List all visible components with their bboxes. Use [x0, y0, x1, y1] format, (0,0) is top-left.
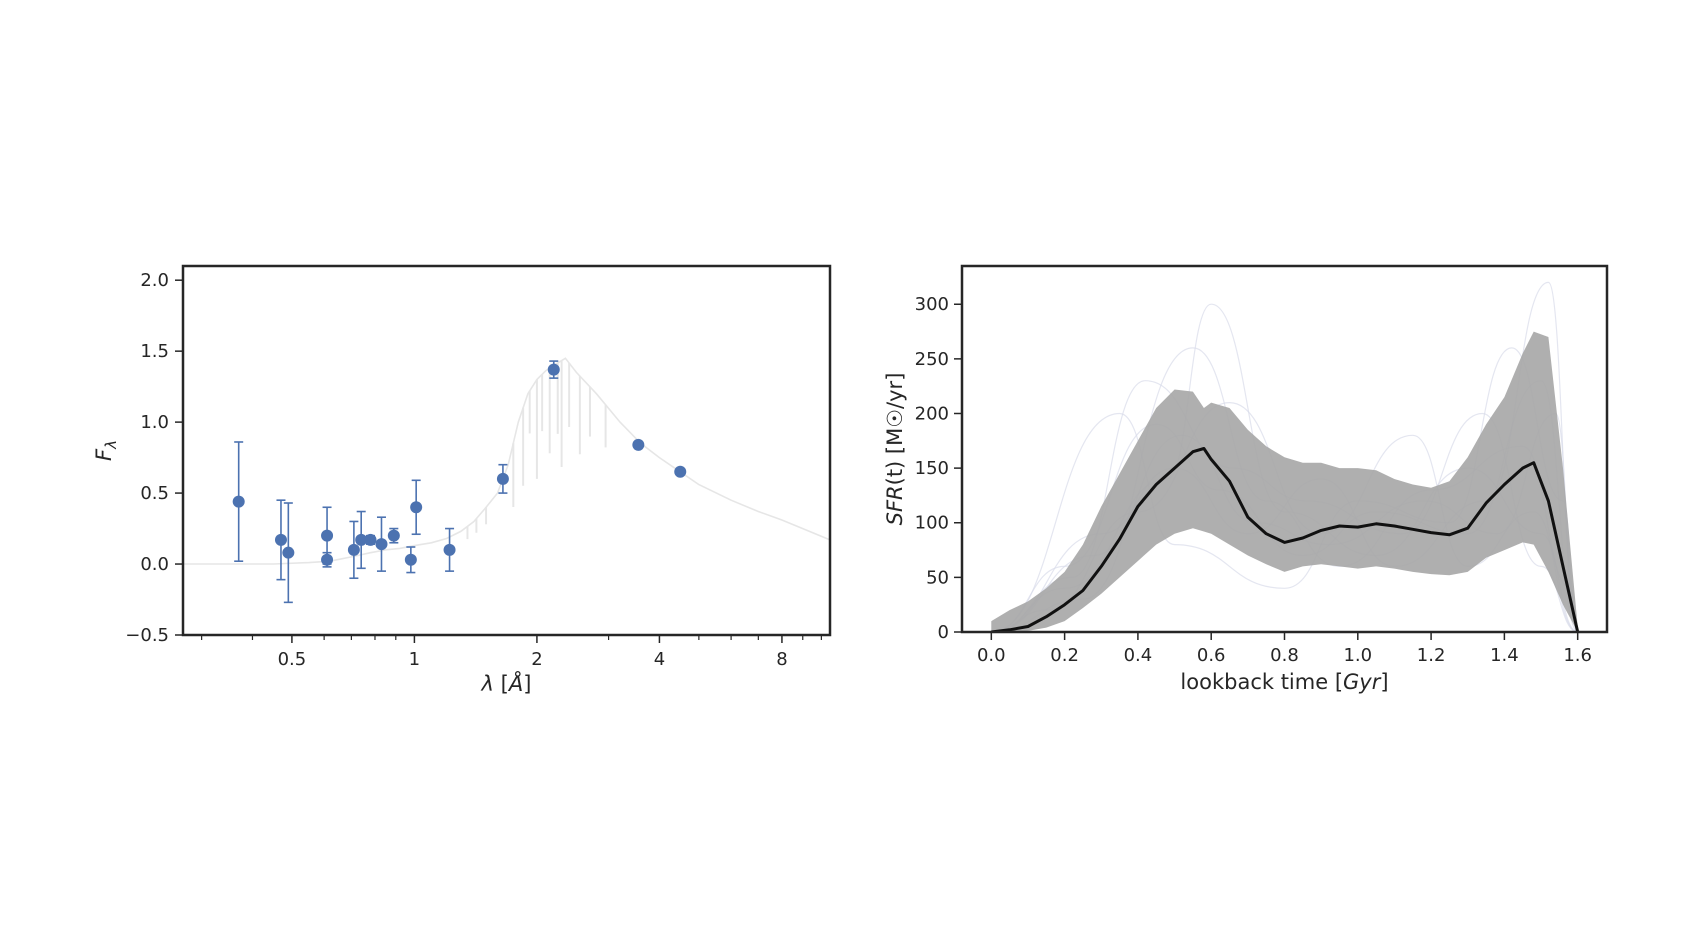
sfh-x-axis: 0.0 0.2 0.4 0.6 0.8 1.0 1.2 1.4 1.6	[977, 632, 1592, 666]
sed-data-point	[410, 479, 423, 536]
sed-y-tick-label: −0.5	[125, 625, 169, 646]
sed-data-point	[547, 360, 560, 379]
sed-x-axis-label-unit: Å	[507, 670, 523, 696]
sed-x-axis-label-unit-close: ]	[523, 672, 531, 696]
sed-data-point	[232, 441, 245, 563]
sfh-y-axis: 0 50 100 150 200 250 300	[915, 294, 962, 643]
sfh-y-tick-label: 0	[938, 622, 949, 643]
sfh-plot: 0.0 0.2 0.4 0.6 0.8 1.0 1.2 1.4 1.6 0 50 100 150 200…	[883, 264, 1609, 694]
sed-y-axis-label-sub: λ	[102, 440, 120, 450]
sed-marker	[387, 529, 400, 542]
sfh-median-line	[991, 447, 1580, 632]
sfh-y-tick-label: 100	[915, 513, 949, 534]
sed-x-axis-label-lambda: λ	[481, 672, 494, 696]
sed-model-curve	[183, 357, 831, 565]
sed-y-axis-label-main: F	[92, 448, 116, 461]
sed-marker	[404, 553, 417, 566]
sfh-x-tick-label: 0.0	[977, 645, 1006, 666]
sed-x-axis: 0.5 1 2 4 8	[201, 635, 822, 670]
sed-marker	[355, 533, 368, 546]
sed-x-tick-label: 2	[531, 649, 542, 670]
sed-plot-frame	[181, 264, 832, 637]
sed-data-point	[282, 502, 295, 604]
sed-y-tick-label: 1.0	[140, 412, 169, 433]
sfh-confidence-band	[991, 331, 1578, 632]
sfh-y-tick-label: 200	[915, 403, 949, 424]
sed-marker	[364, 533, 377, 546]
sed-marker	[496, 472, 509, 485]
sfh-y-tick-label: 50	[926, 567, 949, 588]
sed-marker	[410, 501, 423, 514]
sed-y-tick-label: 0.0	[140, 554, 169, 575]
sed-data-point	[364, 533, 377, 546]
sed-y-tick-label: 0.5	[140, 483, 169, 504]
sed-plot: 0.5 1 2 4 8 −0.5 0.0 0.5 1.0 1.5 2.0 λ [Å] Fλ	[92, 264, 832, 696]
sed-photometry-points	[232, 360, 687, 604]
sed-data-point	[496, 463, 509, 494]
sed-data-point	[387, 527, 400, 544]
sed-marker	[274, 533, 287, 546]
sed-model-spectrum	[183, 357, 831, 565]
sed-data-point	[375, 516, 388, 572]
sfh-x-tick-label: 0.2	[1050, 645, 1079, 666]
sed-marker	[321, 529, 334, 542]
sed-y-axis-label: Fλ	[92, 440, 120, 461]
sfh-x-tick-label: 0.4	[1124, 645, 1153, 666]
sfh-x-tick-label: 1.0	[1343, 645, 1372, 666]
sfh-x-axis-label-unit: Gyr	[1343, 670, 1382, 694]
sed-marker	[443, 543, 456, 556]
sed-data-point	[674, 465, 687, 478]
sed-marker	[674, 465, 687, 478]
sfh-x-axis-label-main: lookback time [	[1180, 670, 1343, 694]
sed-data-point	[274, 499, 287, 581]
sed-marker	[375, 538, 388, 551]
sed-y-axis: −0.5 0.0 0.5 1.0 1.5 2.0	[125, 270, 183, 646]
sed-x-tick-label: 1	[409, 649, 420, 670]
sfh-x-axis-label-end: ]	[1380, 670, 1388, 694]
sfh-y-tick-label: 150	[915, 458, 949, 479]
sed-x-tick-label: 4	[654, 649, 665, 670]
sed-data-point	[443, 527, 456, 572]
sed-x-tick-label: 8	[776, 649, 787, 670]
sfh-x-tick-label: 1.4	[1490, 645, 1519, 666]
sfh-y-tick-label: 300	[915, 294, 949, 315]
sed-marker	[547, 363, 560, 376]
sed-y-tick-label: 2.0	[140, 270, 169, 291]
sfh-x-tick-label: 1.2	[1417, 645, 1446, 666]
sed-x-axis-label-unit-open: [	[494, 672, 509, 696]
sed-y-tick-label: 1.5	[140, 341, 169, 362]
sfh-x-tick-label: 0.6	[1197, 645, 1226, 666]
sed-data-point	[632, 438, 645, 451]
sfh-x-tick-label: 1.6	[1563, 645, 1592, 666]
sfh-y-axis-label-main: SFR	[883, 485, 907, 525]
sed-marker	[282, 546, 295, 559]
sed-x-tick-label: 0.5	[278, 649, 307, 670]
sed-data-point	[347, 520, 360, 580]
sed-x-axis-label: λ [Å]	[481, 670, 532, 696]
sed-data-point	[321, 551, 334, 568]
sfh-y-tick-label: 250	[915, 349, 949, 370]
sed-marker	[232, 495, 245, 508]
sed-data-point	[355, 510, 368, 570]
sfh-x-axis-label: lookback time [Gyr]	[1180, 670, 1388, 694]
sed-data-point	[404, 546, 417, 574]
sfh-y-axis-label-unit: (t) [M☉/yr]	[883, 373, 907, 486]
sfh-x-tick-label: 0.8	[1270, 645, 1299, 666]
sed-marker	[321, 553, 334, 566]
sfh-y-axis-label: SFR(t) [M☉/yr]	[883, 373, 907, 526]
sed-marker	[632, 438, 645, 451]
sed-marker	[347, 543, 360, 556]
